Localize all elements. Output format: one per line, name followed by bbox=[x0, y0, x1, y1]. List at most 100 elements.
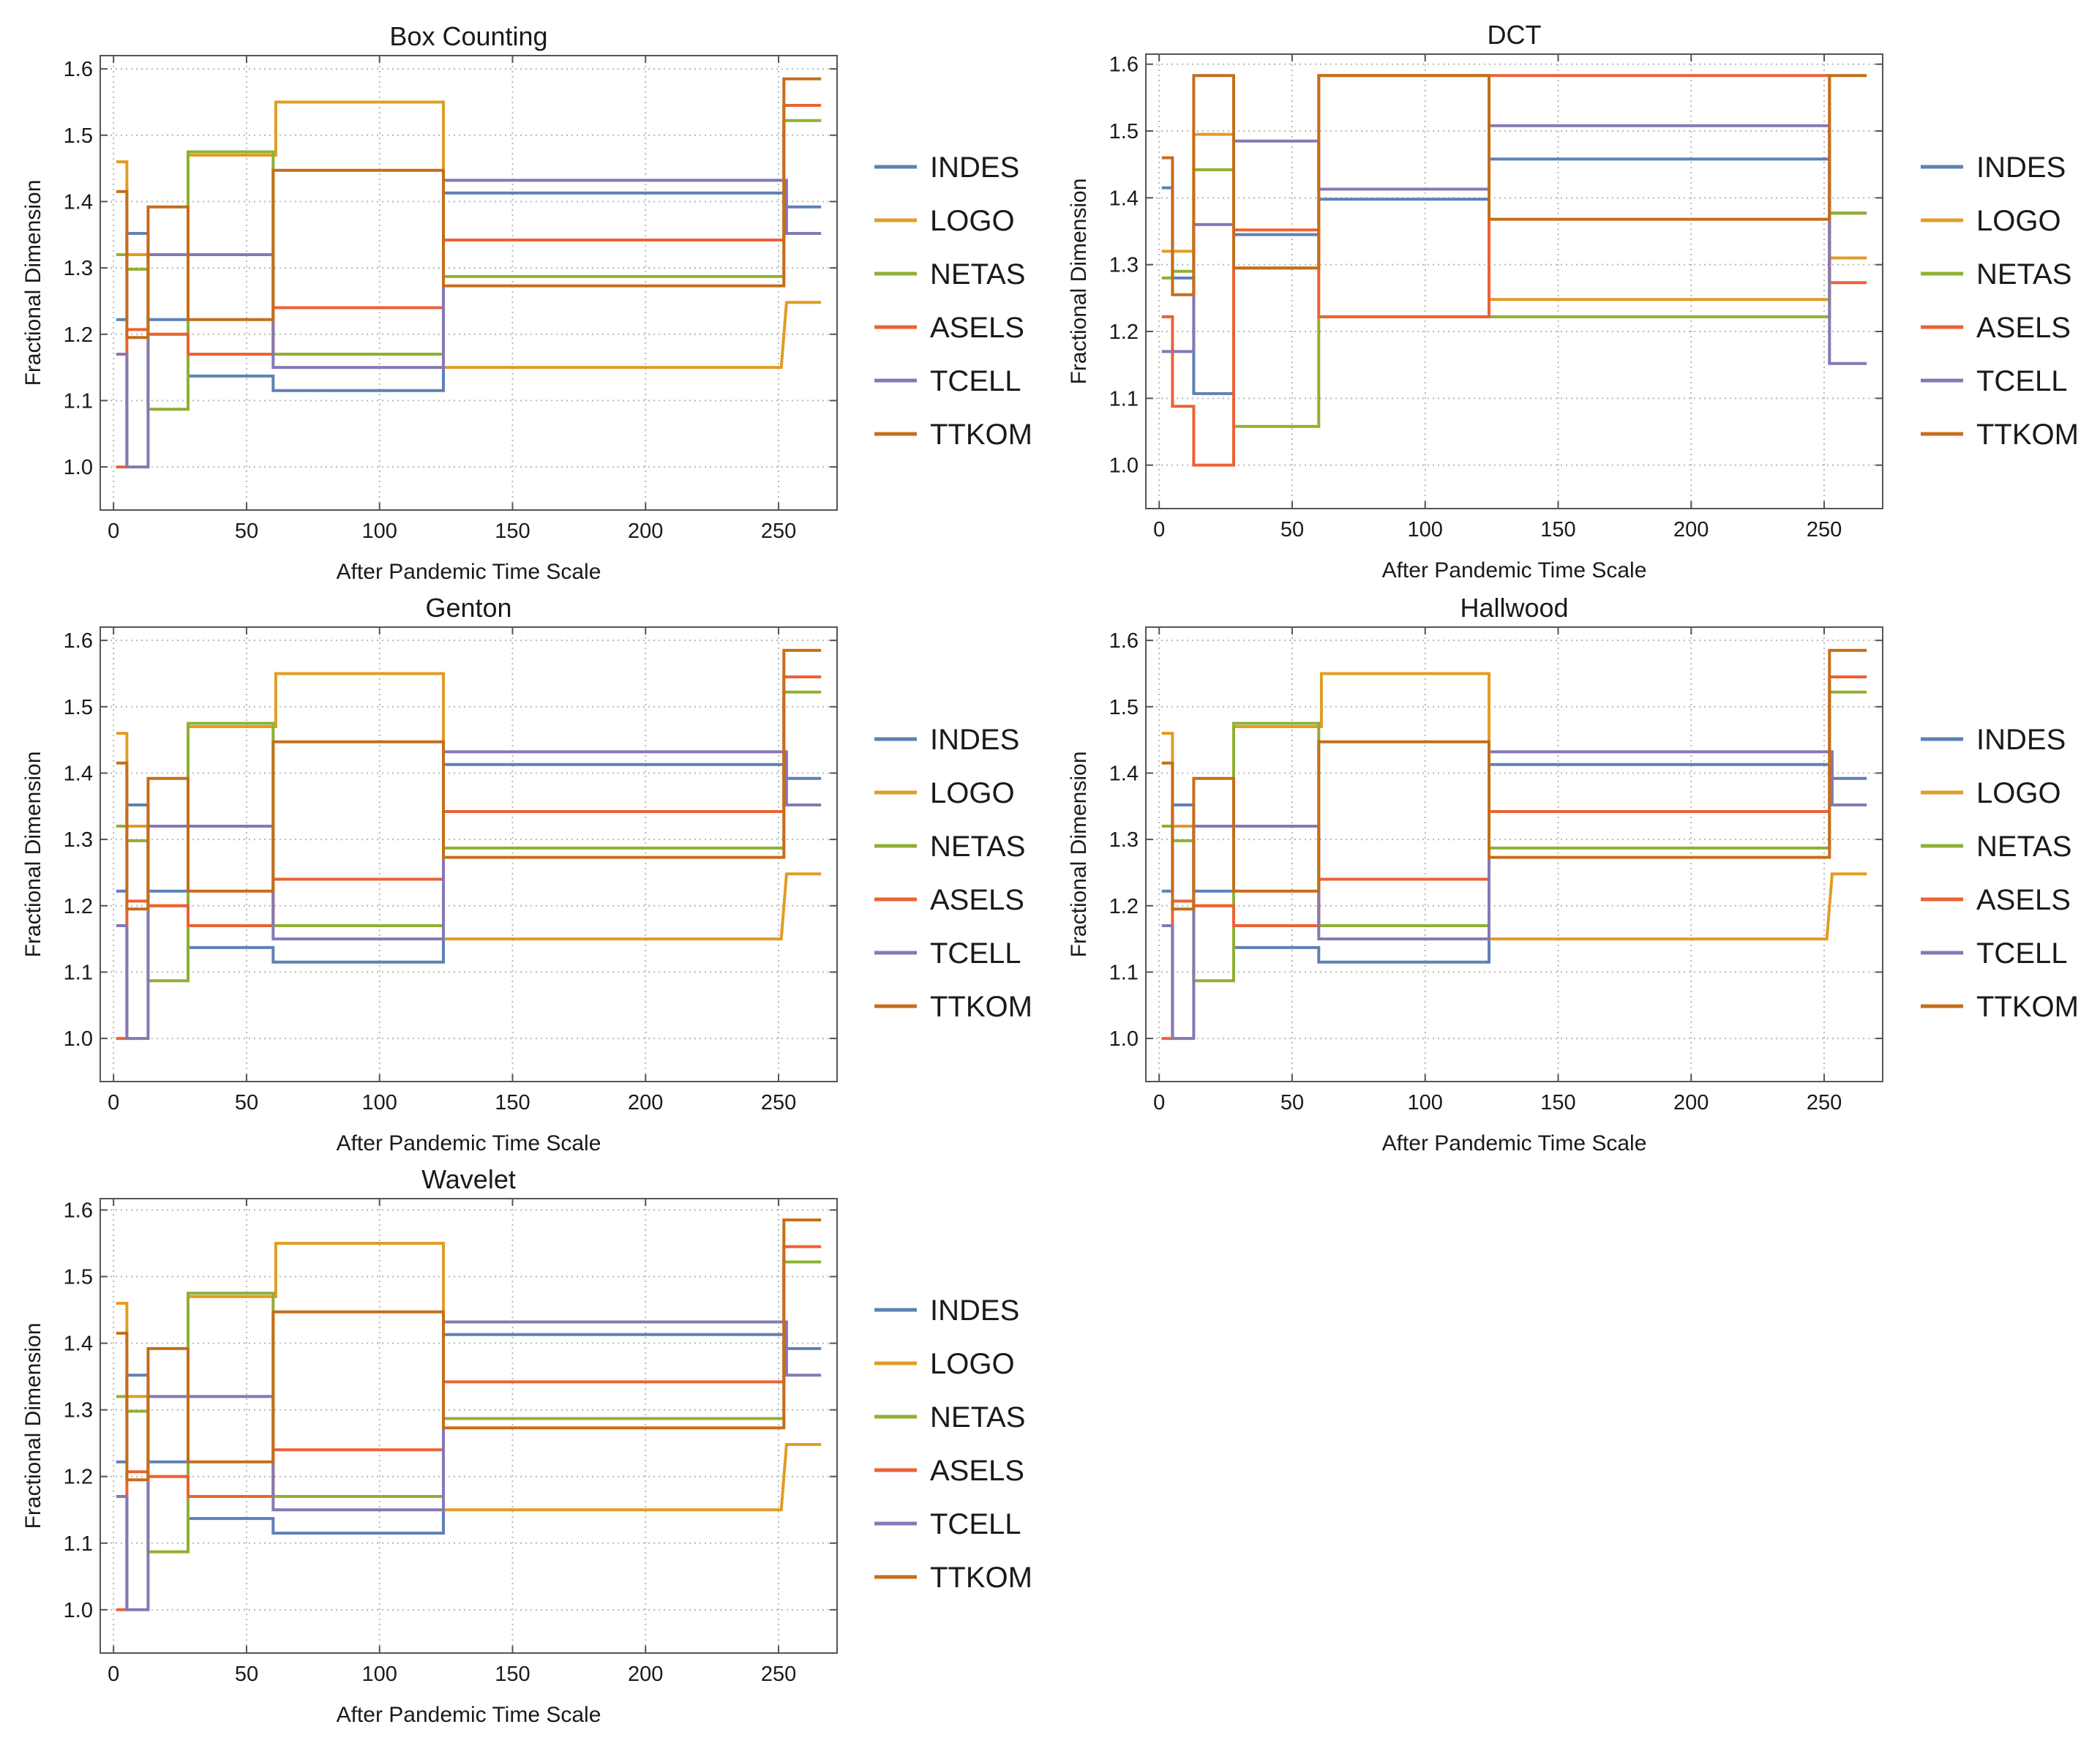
y-tick-label: 1.6 bbox=[1109, 53, 1139, 77]
series-line-indes bbox=[116, 763, 822, 964]
series-line-asels bbox=[116, 1245, 822, 1611]
x-axis-label: After Pandemic Time Scale bbox=[337, 1703, 601, 1727]
y-tick-label: 1.5 bbox=[64, 1266, 93, 1289]
legend-label-indes: INDES bbox=[930, 1294, 1019, 1327]
chart-panel: 0 50 100 150 200 250 1.0 1.1 1.2 1.3 1.4 1.5 1.6 Gent… bbox=[21, 593, 1032, 1155]
x-tick-label: 200 bbox=[1673, 518, 1709, 542]
chart-title: Box Counting bbox=[389, 21, 547, 51]
legend-label-tcell: TCELL bbox=[1976, 365, 2068, 397]
legend-label-ttkom: TTKOM bbox=[930, 1562, 1032, 1594]
plot-area bbox=[100, 627, 837, 1082]
x-tick-label: 250 bbox=[1807, 518, 1842, 542]
legend-label-netas: NETAS bbox=[1976, 258, 2071, 291]
x-tick-label: 200 bbox=[628, 1091, 663, 1114]
legend-label-asels: ASELS bbox=[1976, 884, 2071, 916]
x-tick-label: 100 bbox=[1408, 1091, 1443, 1114]
y-tick-label: 1.0 bbox=[64, 456, 93, 479]
series-line-netas bbox=[116, 690, 822, 983]
y-tick-label: 1.4 bbox=[64, 1333, 93, 1356]
chart-title: Hallwood bbox=[1460, 593, 1568, 623]
y-tick-label: 1.1 bbox=[64, 389, 93, 413]
y-tick-label: 1.5 bbox=[64, 124, 93, 148]
series-line-indes bbox=[1161, 763, 1867, 964]
chart-title: DCT bbox=[1488, 20, 1542, 50]
y-tick-label: 1.6 bbox=[64, 1199, 93, 1222]
plot-area bbox=[1146, 54, 1883, 509]
x-axis-label: After Pandemic Time Scale bbox=[337, 560, 601, 584]
x-tick-label: 200 bbox=[628, 520, 663, 543]
x-tick-label: 150 bbox=[495, 1663, 530, 1686]
series-line-asels bbox=[1161, 675, 1867, 1041]
legend: INDES LOGO NETAS ASELS TCELL TTKOM bbox=[874, 151, 1032, 451]
x-tick-label: 200 bbox=[628, 1663, 663, 1686]
plot-frame bbox=[100, 1198, 838, 1654]
plot-frame bbox=[100, 55, 838, 511]
y-tick-label: 1.6 bbox=[64, 629, 93, 653]
series-line-logo bbox=[116, 1242, 822, 1512]
y-tick-label: 1.4 bbox=[64, 190, 93, 214]
x-tick-label: 200 bbox=[1673, 1091, 1709, 1114]
x-tick-label: 150 bbox=[1540, 1091, 1575, 1114]
y-tick-label: 1.2 bbox=[1109, 321, 1139, 344]
x-tick-label: 250 bbox=[761, 1091, 796, 1114]
y-tick-label: 1.3 bbox=[1109, 254, 1139, 277]
y-tick-label: 1.4 bbox=[1109, 762, 1139, 785]
series-line-ttkom bbox=[116, 648, 822, 911]
y-axis-label: Fractional Dimension bbox=[1067, 752, 1091, 958]
x-tick-label: 100 bbox=[362, 1091, 397, 1114]
series-line-ttkom bbox=[1161, 74, 1867, 296]
x-tick-label: 250 bbox=[761, 1663, 796, 1686]
legend-label-logo: LOGO bbox=[1976, 205, 2061, 237]
series-line-ttkom bbox=[116, 1218, 822, 1482]
y-tick-label: 1.3 bbox=[64, 257, 93, 280]
x-tick-label: 50 bbox=[1280, 1091, 1304, 1114]
plot-frame bbox=[1145, 626, 1883, 1082]
y-tick-label: 1.3 bbox=[64, 828, 93, 852]
x-tick-label: 0 bbox=[108, 1663, 119, 1686]
legend-label-indes: INDES bbox=[1976, 724, 2066, 756]
legend-label-ttkom: TTKOM bbox=[1976, 991, 2079, 1023]
x-tick-label: 150 bbox=[1540, 518, 1575, 542]
series-line-asels bbox=[1161, 74, 1867, 467]
y-axis-label: Fractional Dimension bbox=[1067, 179, 1091, 385]
legend-label-netas: NETAS bbox=[930, 1401, 1025, 1434]
plot-area bbox=[100, 56, 837, 510]
chart-panel: 0 50 100 150 200 250 1.0 1.1 1.2 1.3 1.4 1.5 1.6 Wave… bbox=[21, 1164, 1032, 1727]
legend-label-logo: LOGO bbox=[930, 205, 1015, 237]
x-axis-label: After Pandemic Time Scale bbox=[337, 1131, 601, 1155]
series-line-indes bbox=[1161, 157, 1867, 395]
y-tick-label: 1.5 bbox=[64, 696, 93, 719]
legend-label-indes: INDES bbox=[1976, 151, 2066, 184]
x-tick-label: 0 bbox=[108, 520, 119, 543]
y-tick-label: 1.5 bbox=[1109, 696, 1139, 719]
series-line-asels bbox=[116, 104, 822, 469]
y-tick-label: 1.1 bbox=[64, 961, 93, 984]
y-tick-label: 1.1 bbox=[1109, 387, 1139, 411]
y-tick-label: 1.2 bbox=[64, 323, 93, 347]
y-tick-label: 1.0 bbox=[1109, 454, 1139, 478]
chart-title: Wavelet bbox=[421, 1164, 516, 1194]
legend: INDES LOGO NETAS ASELS TCELL TTKOM bbox=[1921, 724, 2079, 1023]
y-tick-label: 1.0 bbox=[1109, 1027, 1139, 1051]
y-tick-label: 1.5 bbox=[1109, 120, 1139, 143]
y-tick-label: 1.4 bbox=[64, 762, 93, 785]
legend-label-tcell: TCELL bbox=[1976, 937, 2068, 970]
chart-panel: 0 50 100 150 200 250 1.0 1.1 1.2 1.3 1.4 1.5 1.6 DCT A… bbox=[1067, 20, 2079, 582]
series-line-ttkom bbox=[1161, 648, 1867, 911]
legend-label-ttkom: TTKOM bbox=[930, 991, 1032, 1023]
x-tick-label: 100 bbox=[362, 520, 397, 543]
x-tick-label: 0 bbox=[1153, 518, 1165, 542]
plot-frame bbox=[100, 626, 838, 1082]
chart-panel: 0 50 100 150 200 250 1.0 1.1 1.2 1.3 1.4 1.5 1.6 Box … bbox=[21, 21, 1032, 584]
series-line-logo bbox=[116, 100, 822, 370]
y-tick-label: 1.1 bbox=[64, 1532, 93, 1556]
chart-title: Genton bbox=[425, 593, 511, 623]
plot-frame bbox=[1145, 53, 1883, 509]
y-tick-label: 1.1 bbox=[1109, 961, 1139, 984]
series-line-asels bbox=[116, 675, 822, 1041]
y-tick-label: 1.4 bbox=[1109, 187, 1139, 210]
legend-label-tcell: TCELL bbox=[930, 937, 1021, 970]
x-tick-label: 50 bbox=[235, 1663, 258, 1686]
legend: INDES LOGO NETAS ASELS TCELL TTKOM bbox=[874, 1294, 1032, 1594]
